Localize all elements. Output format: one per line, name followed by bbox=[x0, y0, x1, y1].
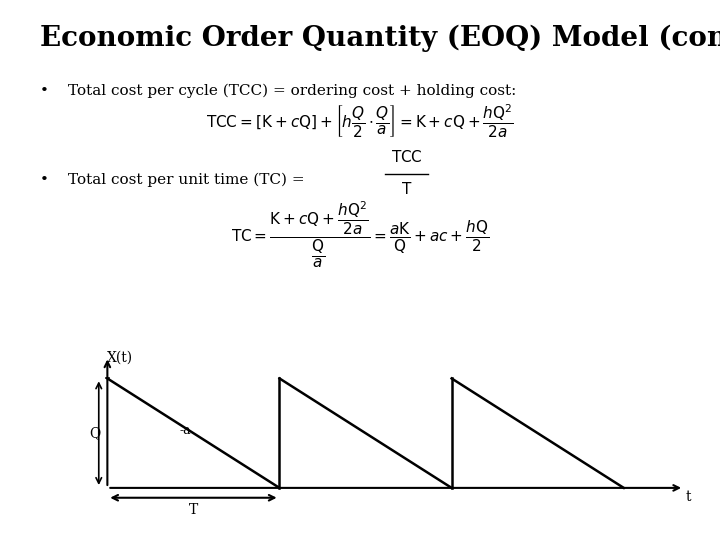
Text: Total cost per cycle (TCC) = ordering cost + holding cost:: Total cost per cycle (TCC) = ordering co… bbox=[68, 84, 517, 98]
Text: Q: Q bbox=[89, 426, 100, 440]
Text: X(t): X(t) bbox=[107, 351, 132, 365]
Text: T: T bbox=[189, 503, 198, 517]
Text: $\mathrm{TCC} = \left[\mathrm{K} + c\mathrm{Q}\right] + \left[h\dfrac{Q}{2}\cdot: $\mathrm{TCC} = \left[\mathrm{K} + c\mat… bbox=[206, 103, 514, 140]
Text: •: • bbox=[40, 173, 48, 187]
Text: Total cost per unit time (TC) =: Total cost per unit time (TC) = bbox=[68, 173, 305, 187]
Text: •: • bbox=[40, 84, 48, 98]
Text: t: t bbox=[685, 490, 691, 504]
Text: $\mathrm{T}$: $\mathrm{T}$ bbox=[401, 181, 413, 197]
Text: Economic Order Quantity (EOQ) Model (cont.): Economic Order Quantity (EOQ) Model (con… bbox=[40, 24, 720, 52]
Text: $\mathrm{TC} = \dfrac{\mathrm{K} + c\mathrm{Q} + \dfrac{h\mathrm{Q}^2}{2a}}{\dfr: $\mathrm{TC} = \dfrac{\mathrm{K} + c\mat… bbox=[231, 200, 489, 270]
Text: -a: -a bbox=[180, 424, 192, 437]
Text: $\mathrm{TCC}$: $\mathrm{TCC}$ bbox=[391, 148, 423, 165]
